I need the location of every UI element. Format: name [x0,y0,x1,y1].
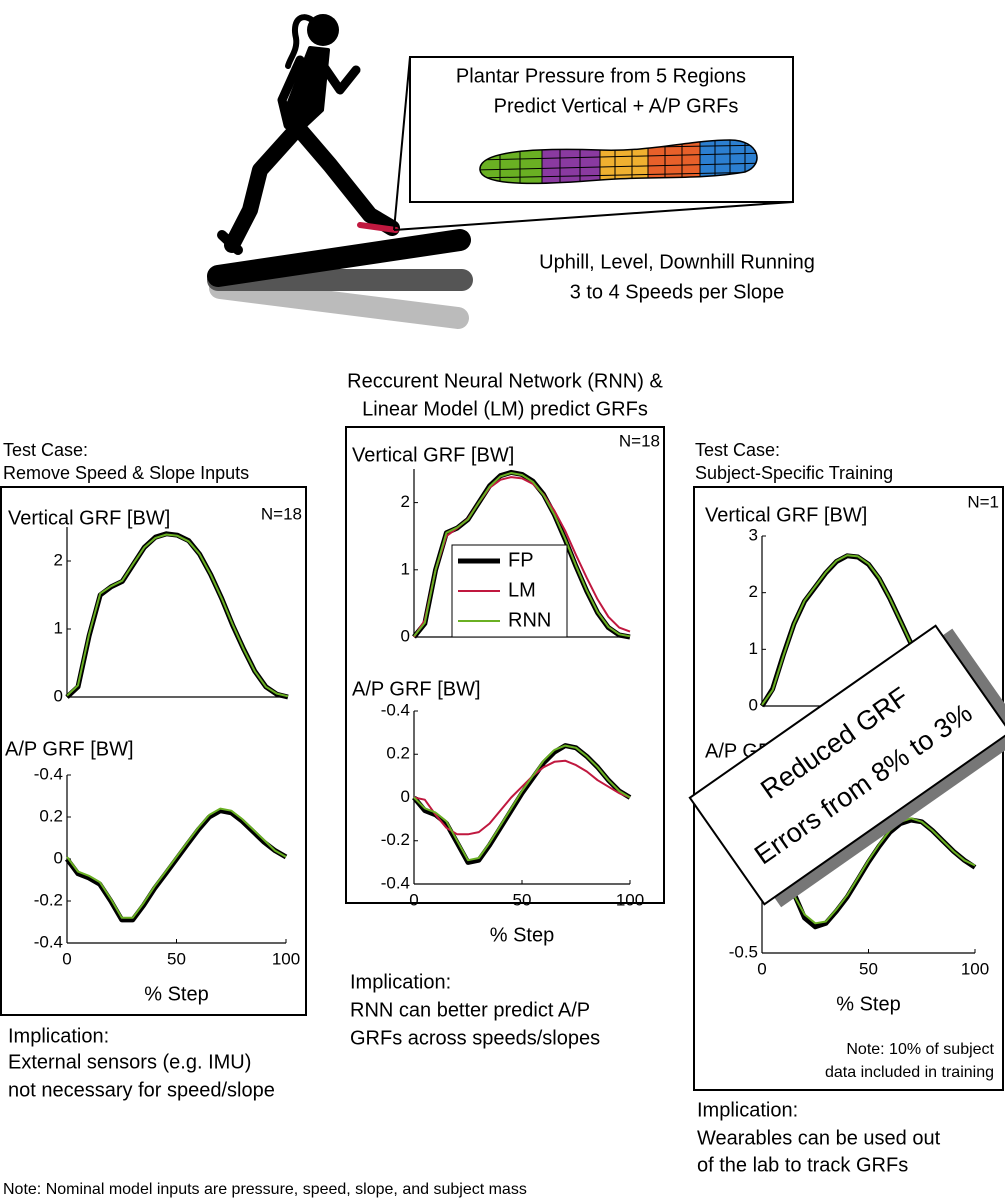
panel-note: Note: 10% of subject [846,1041,994,1058]
y-tick-label: -0.2 [34,890,63,909]
conditions-text: Uphill, Level, Downhill Running [539,251,815,273]
chart-title: A/P GRF [BW] [352,678,481,700]
panel-frame [0,486,307,1016]
implication: not necessary for speed/slope [8,1079,275,1101]
panel-frame [693,486,1004,1091]
implication: External sensors (e.g. IMU) [8,1051,251,1073]
callout-box [688,624,1005,906]
series-line [413,759,631,836]
series-line [413,744,631,862]
implication: RNN can better predict A/P [350,999,590,1021]
y-tick-label: 0 [401,626,410,645]
y-tick-label: -0.2 [381,830,410,849]
y-tick-label: 1 [54,618,63,637]
x-tick-label: 100 [272,949,300,968]
n-label: N=1 [967,492,999,511]
pressure-text: Plantar Pressure from 5 Regions [456,65,746,87]
uphill-bar [207,229,471,287]
panel-heading: Remove Speed & Slope Inputs [3,463,249,483]
x-tick-label: 100 [961,959,989,978]
center-title: Linear Model (LM) predict GRFs [362,398,648,420]
x-tick-label: 50 [513,890,532,909]
series-line [413,472,631,638]
chart-title: A/P GRF [BW] [5,738,134,760]
implication: of the lab to track GRFs [697,1154,908,1176]
center-title: Reccurent Neural Network (RNN) & [347,370,663,392]
series-line [66,807,287,919]
panel-heading: Test Case: [695,440,780,460]
series-line [413,476,631,638]
x-tick-label: 0 [757,959,766,978]
y-tick-label: 0 [749,695,758,714]
chart-title: Vertical GRF [BW] [8,507,170,529]
implication: Implication: [8,1025,109,1047]
chart-title: Vertical GRF [BW] [705,504,867,526]
series-line [761,817,976,925]
legend-label: FP [508,549,534,571]
x-tick-label: 100 [616,890,644,909]
series-line [412,743,632,865]
x-axis-label: % Step [836,993,900,1015]
y-tick-label: -0.4 [381,700,410,719]
pressure-text: Predict Vertical + A/P GRFs [494,95,739,117]
insole-outline [479,139,758,185]
y-tick-label: 2 [54,550,63,569]
y-tick-label: -0.4 [34,764,63,783]
n-label: N=18 [619,431,660,450]
series-line [66,533,289,698]
implication: Implication: [697,1099,798,1121]
x-axis-label: % Step [490,924,554,946]
n-label: N=18 [261,504,302,523]
panel-heading: Test Case: [3,440,88,460]
panel-note: data included in training [825,1064,994,1081]
y-tick-label: 1 [749,639,758,658]
legend-label: RNN [508,609,551,631]
y-tick-label: -0.4 [381,873,410,892]
y-tick-label: -0.5 [729,942,758,961]
legend-label: LM [508,579,536,601]
connector [393,201,794,231]
implication: Implication: [350,971,451,993]
implication: GRFs across speeds/slopes [350,1027,600,1049]
y-tick-label: 2 [749,582,758,601]
implication: Wearables can be used out [697,1127,941,1149]
x-tick-label: 50 [167,949,186,968]
footnote: Note: Nominal model inputs are pressure,… [3,1181,527,1198]
y-tick-label: -0.4 [34,932,63,951]
panel-frame [345,426,665,904]
y-tick-label: 0 [54,848,63,867]
callout: Reduced GRF Errors from 8% to 3% [688,624,1005,908]
x-tick-label: 0 [409,890,418,909]
x-tick-label: 50 [859,959,878,978]
y-tick-label: 3 [749,525,758,544]
y-tick-label: 0.2 [39,806,63,825]
x-tick-label: 0 [62,949,71,968]
downhill-bar [209,277,469,329]
series-line [64,808,288,923]
chart-title: Vertical GRF [BW] [352,444,514,466]
y-tick-label: 0.2 [386,744,410,763]
conditions-text: 3 to 4 Speeds per Slope [570,281,785,303]
y-tick-label: 2 [401,492,410,511]
connector [393,56,411,231]
runner-silhouette [217,14,400,255]
y-tick-label: 1 [401,559,410,578]
y-tick-label: 0 [401,787,410,806]
panel-heading: Subject-Specific Training [695,463,893,483]
x-axis-label: % Step [144,983,208,1005]
y-tick-label: 0 [54,686,63,705]
